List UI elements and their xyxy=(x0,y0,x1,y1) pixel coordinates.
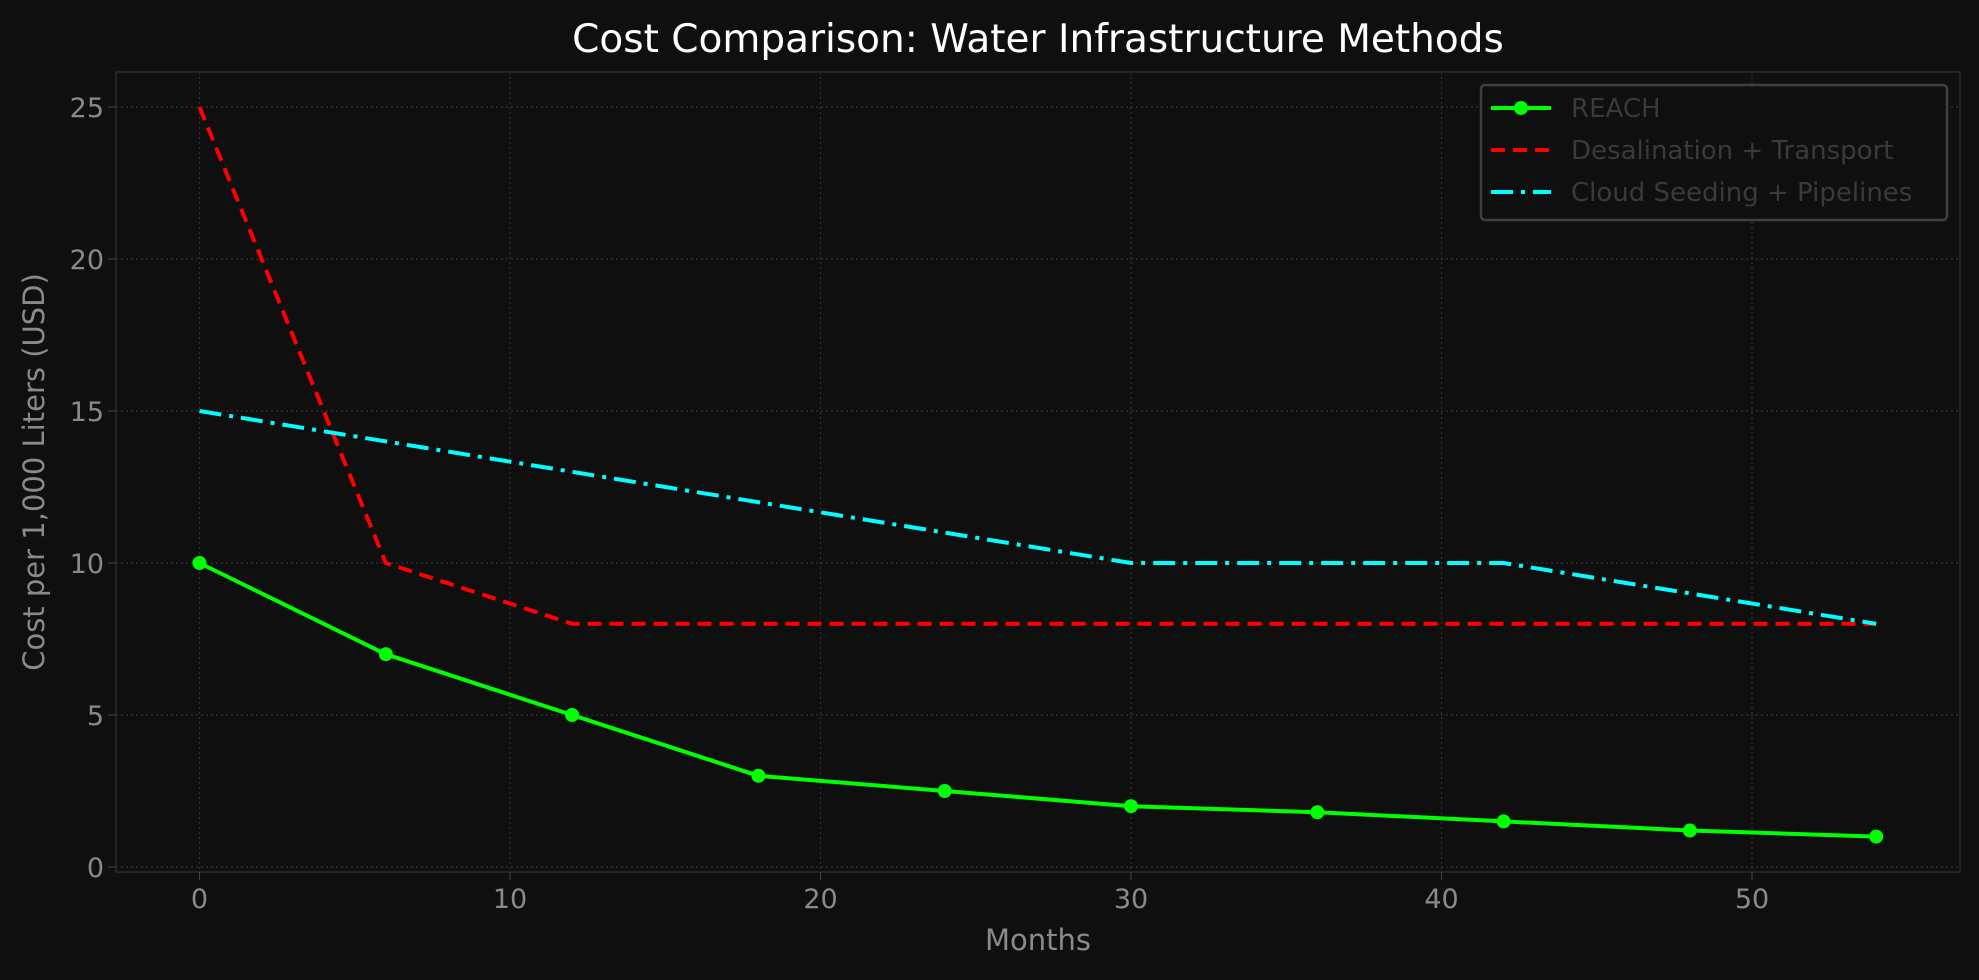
data-point-reach xyxy=(1869,829,1884,844)
x-tick-label: 40 xyxy=(1424,884,1458,915)
x-tick-label: 0 xyxy=(191,884,208,915)
data-point-reach xyxy=(1682,823,1697,838)
data-point-reach xyxy=(565,708,580,722)
y-axis-label: Cost per 1,000 Liters (USD) xyxy=(17,273,51,671)
data-point-reach xyxy=(937,784,952,798)
x-tick-label: 10 xyxy=(493,884,527,915)
x-tick-label: 50 xyxy=(1735,884,1769,915)
y-tick-label: 10 xyxy=(70,549,104,580)
y-tick-label: 5 xyxy=(87,701,104,732)
series-line-cloud-seeding-pipelines xyxy=(199,409,1877,626)
legend-label-reach: REACH xyxy=(1571,94,1661,124)
grid xyxy=(116,72,1960,872)
legend-box xyxy=(1479,83,1949,222)
series-line-reach xyxy=(198,561,1877,839)
chart-title: Cost Comparison: Water Infrastructure Me… xyxy=(572,17,1504,62)
legend-label-cloud-seeding-pipelines: Cloud Seeding + Pipelines xyxy=(1571,178,1912,208)
legend: REACH Desalination + Transport Cloud Seedi… xyxy=(1479,83,1949,222)
y-tick-label: 25 xyxy=(70,93,104,124)
x-tick-label: 20 xyxy=(803,884,837,915)
legend-marker xyxy=(1514,101,1528,115)
series-line-desalination-transport xyxy=(197,106,1877,626)
y-axis-ticks: 0 5 10 15 20 25 xyxy=(70,93,116,884)
y-tick-label: 20 xyxy=(70,245,104,276)
data-point-reach xyxy=(378,647,393,662)
series-layer xyxy=(192,106,1884,844)
plot-area-frame xyxy=(115,71,1961,873)
data-point-reach xyxy=(1124,799,1138,814)
y-tick-label: 15 xyxy=(70,397,104,428)
data-point-reach xyxy=(751,768,766,783)
y-tick-label: 0 xyxy=(87,853,104,884)
data-point-reach xyxy=(1496,814,1511,829)
x-axis-label: Months xyxy=(985,923,1091,957)
x-tick-label: 30 xyxy=(1114,884,1148,915)
data-point-reach xyxy=(192,556,207,570)
x-axis-ticks: 0 10 20 30 40 50 xyxy=(191,872,1769,915)
data-point-reach xyxy=(1310,805,1325,820)
legend-label-desalination-transport: Desalination + Transport xyxy=(1571,136,1893,166)
